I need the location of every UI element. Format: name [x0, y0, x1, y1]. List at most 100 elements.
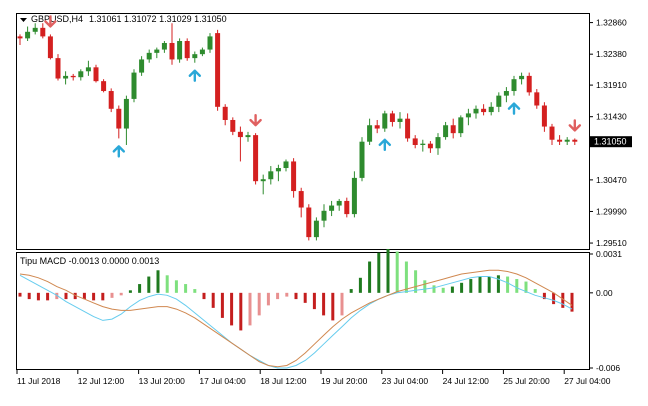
bull-candle — [283, 161, 289, 169]
bear-candle — [40, 27, 46, 37]
bull-candle — [161, 42, 167, 50]
candles-layer — [17, 23, 578, 241]
collapse-triangle-icon[interactable] — [20, 18, 27, 22]
histogram-bar — [128, 290, 132, 293]
histogram-bar — [64, 292, 68, 300]
histogram-bar — [165, 275, 169, 293]
histogram-bar — [561, 292, 565, 308]
bull-candle — [260, 179, 266, 182]
bull-candle — [329, 205, 335, 211]
macd-histogram — [18, 248, 574, 331]
arrow-up-icon — [378, 138, 391, 152]
bear-candle — [427, 143, 433, 149]
bear-candle — [557, 139, 563, 142]
histogram-bar — [358, 277, 362, 293]
price-label: 1.32380 — [596, 49, 627, 59]
bear-candle — [405, 118, 411, 139]
time-label: 12 Jul 12:00 — [78, 376, 125, 386]
histogram-bar — [211, 292, 215, 308]
price-label: 1.31910 — [596, 80, 627, 90]
histogram-bar — [276, 292, 280, 300]
time-label: 19 Jul 20:00 — [321, 376, 368, 386]
indicator-pane[interactable] — [16, 252, 590, 370]
bull-candle — [465, 113, 471, 118]
histogram-bar — [340, 292, 344, 316]
histogram-bar — [239, 292, 243, 331]
bear-candle — [541, 105, 547, 127]
histogram-bar — [46, 292, 50, 301]
histogram-bar — [322, 292, 326, 316]
histogram-bar — [395, 251, 399, 293]
indicator-label: 0.0031 — [596, 249, 622, 259]
bull-candle — [63, 75, 69, 79]
bull-candle — [336, 200, 342, 206]
price-pane[interactable] — [16, 13, 590, 250]
time-label: 24 Jul 12:00 — [443, 376, 490, 386]
bull-candle — [351, 177, 357, 215]
histogram-bar — [303, 292, 307, 303]
bear-candle — [101, 81, 107, 92]
histogram-bar — [36, 292, 40, 301]
histogram-bar — [450, 286, 454, 293]
histogram-bar — [460, 282, 464, 293]
histogram-bar — [414, 270, 418, 293]
bull-candle — [564, 139, 570, 142]
bull-candle — [275, 168, 281, 172]
bull-candle — [32, 27, 38, 32]
histogram-bar — [101, 292, 105, 301]
bull-candle — [397, 118, 403, 122]
histogram-bar — [230, 292, 234, 326]
histogram-bar — [156, 270, 160, 293]
arrow-up-icon — [188, 69, 201, 82]
histogram-bar — [524, 281, 528, 293]
bear-candle — [374, 125, 380, 129]
time-label: 23 Jul 04:00 — [382, 376, 429, 386]
histogram-bar — [27, 292, 31, 300]
histogram-bar — [110, 292, 114, 298]
time-label: 18 Jul 12:00 — [260, 376, 307, 386]
bull-candle — [123, 98, 129, 129]
bear-candle — [526, 75, 532, 93]
histogram-bar — [285, 292, 289, 297]
bear-candle — [481, 108, 487, 113]
bear-candle — [222, 106, 228, 120]
price-label: 1.32860 — [596, 18, 627, 28]
bear-candle — [108, 91, 114, 109]
bull-candle — [245, 135, 251, 138]
time-label: 25 Jul 20:00 — [503, 376, 550, 386]
histogram-bar — [248, 292, 252, 326]
histogram-bar — [266, 292, 270, 306]
bear-candle — [450, 125, 456, 134]
bear-candle — [291, 161, 297, 192]
bear-candle — [47, 36, 53, 59]
bear-candle — [237, 131, 243, 138]
histogram-bar — [18, 292, 22, 297]
histogram-bar — [138, 284, 142, 293]
indicator-label: 0.00 — [596, 288, 613, 298]
macd-line — [19, 274, 573, 369]
bull-candle — [78, 71, 84, 78]
ohlc-values: 1.31061 1.31072 1.31029 1.31050 — [89, 14, 227, 24]
histogram-bar — [423, 280, 427, 293]
bull-candle — [207, 36, 213, 50]
histogram-bar — [174, 280, 178, 293]
indicator-label: -0.006 — [596, 363, 620, 373]
bull-candle — [154, 49, 160, 53]
bear-candle — [55, 58, 61, 79]
time-label: 13 Jul 20:00 — [139, 376, 186, 386]
arrow-down-icon — [249, 113, 262, 127]
histogram-bar — [349, 289, 353, 293]
bull-candle — [488, 106, 494, 113]
price-label: 1.29990 — [596, 206, 627, 216]
arrow-down-icon — [44, 15, 57, 28]
bear-candle — [389, 113, 395, 122]
histogram-bar — [515, 279, 519, 293]
bull-candle — [519, 75, 525, 80]
histogram-bar — [570, 292, 574, 312]
histogram-bar — [312, 292, 316, 310]
bear-candle — [184, 41, 190, 59]
signal-line — [19, 269, 573, 368]
bear-candle — [298, 191, 304, 208]
